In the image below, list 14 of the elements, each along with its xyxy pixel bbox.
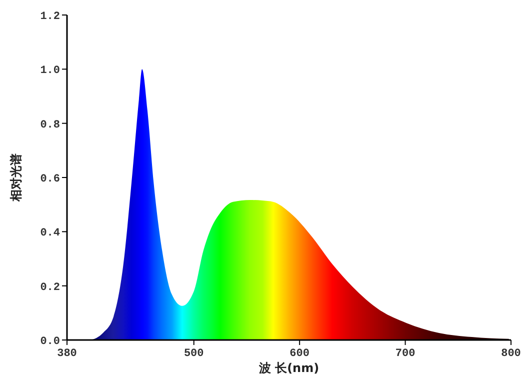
x-axis-title: 波 长(nm) bbox=[258, 361, 320, 375]
x-tick-label: 500 bbox=[184, 348, 204, 360]
y-tick-label: 1.2 bbox=[40, 11, 60, 23]
x-tick-label: 380 bbox=[57, 348, 77, 360]
x-tick-label: 800 bbox=[501, 348, 521, 360]
y-tick-label: 0.2 bbox=[40, 282, 60, 294]
y-tick-label: 0.6 bbox=[40, 174, 60, 186]
y-tick-label: 1.0 bbox=[40, 65, 60, 78]
y-tick-label: 0.0 bbox=[40, 336, 60, 348]
y-axis-title: 相对光谱 bbox=[9, 154, 23, 202]
y-tick-label: 0.4 bbox=[40, 228, 60, 240]
x-tick-label: 700 bbox=[395, 348, 416, 360]
x-tick-label: 600 bbox=[290, 348, 310, 360]
y-tick-label: 0.8 bbox=[40, 119, 60, 132]
